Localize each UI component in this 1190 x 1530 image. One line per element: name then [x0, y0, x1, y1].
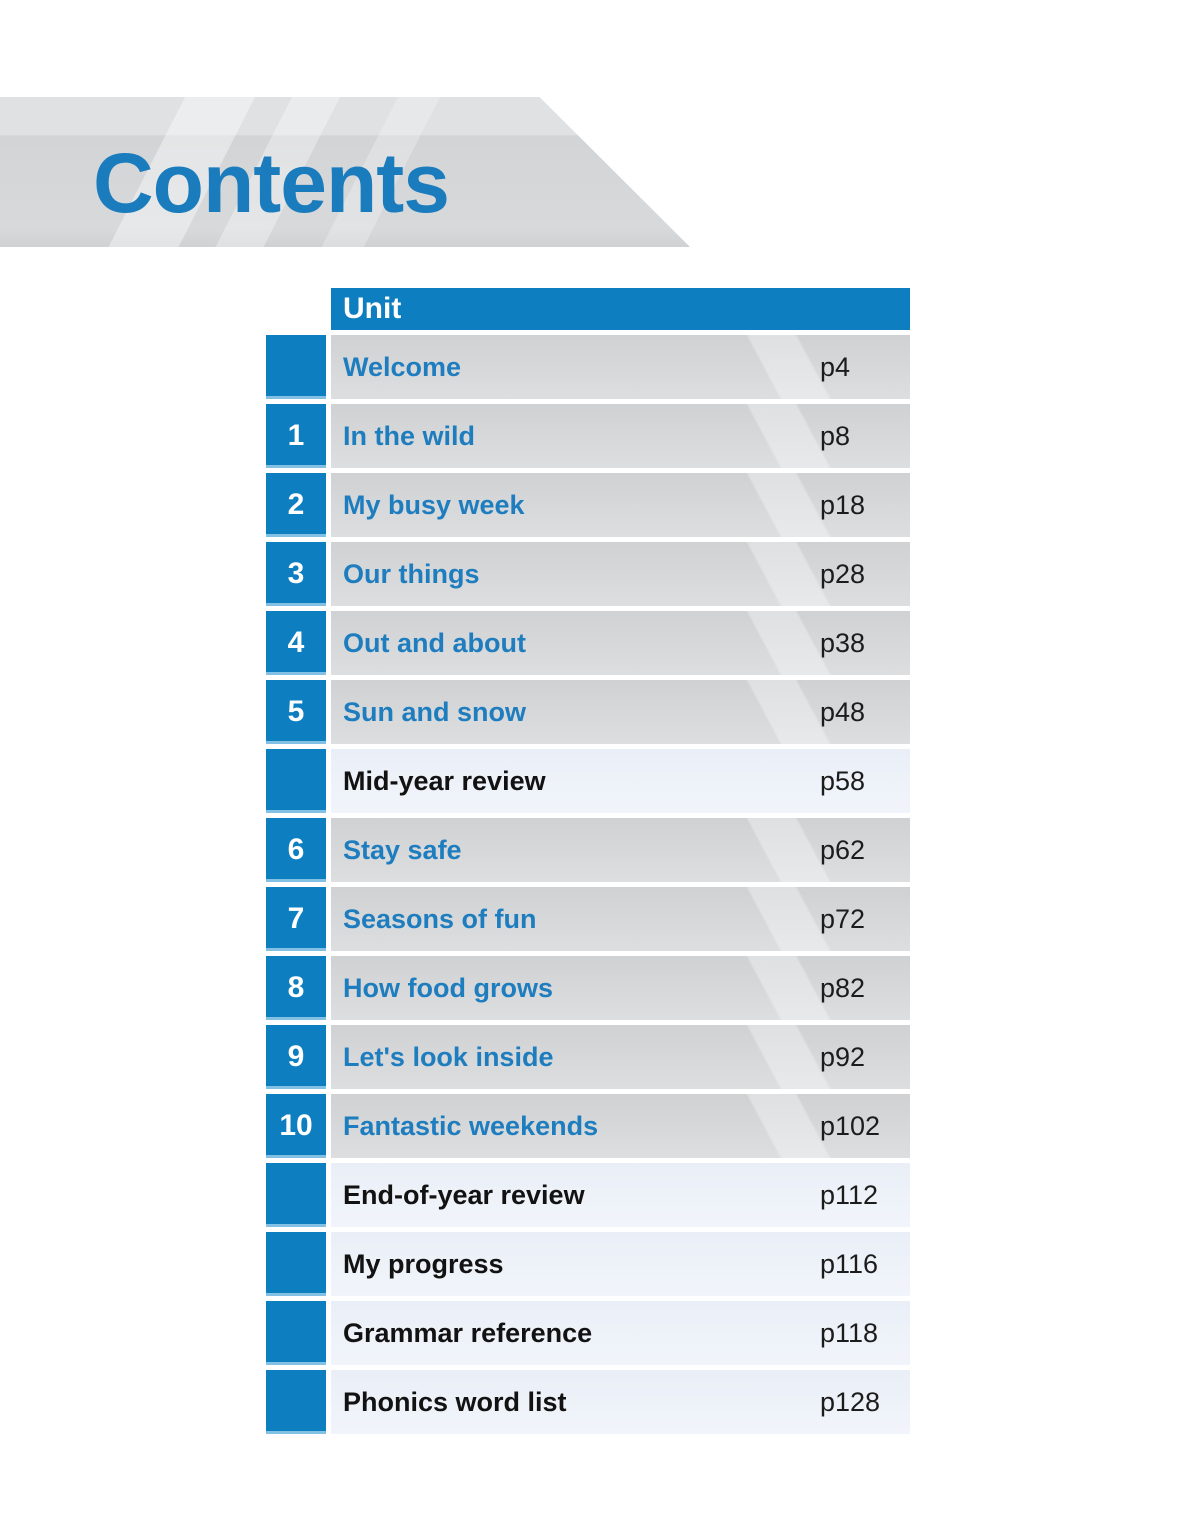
- unit-title: Our things: [343, 558, 480, 589]
- unit-title: Welcome: [343, 351, 462, 382]
- row-content: Out and about p38: [331, 611, 910, 675]
- toc-row-unit-2: 2 My busy week p18: [266, 473, 910, 537]
- toc-row-unit-4: 4 Out and about p38: [266, 611, 910, 675]
- unit-number-cell: [266, 749, 326, 813]
- page-number: p62: [820, 834, 866, 865]
- row-content: My progress p116: [331, 1232, 910, 1296]
- row-content: Grammar reference p118: [331, 1301, 910, 1365]
- unit-title: Grammar reference: [343, 1317, 593, 1348]
- unit-number-cell: [266, 1301, 326, 1365]
- unit-number-cell: 7: [266, 887, 326, 951]
- unit-number-cell: 1: [266, 404, 326, 468]
- unit-number: 1: [287, 419, 305, 452]
- unit-title: Phonics word list: [343, 1386, 567, 1417]
- page-number: p28: [820, 558, 866, 589]
- row-content: Our things p28: [331, 542, 910, 606]
- unit-title: Sun and snow: [343, 696, 527, 727]
- unit-number-cell: 10: [266, 1094, 326, 1158]
- unit-number-cell: [266, 335, 326, 399]
- unit-number: 7: [287, 902, 305, 935]
- page-number: p92: [820, 1041, 866, 1072]
- page-number: p8: [820, 420, 851, 451]
- unit-number: 6: [287, 833, 305, 866]
- unit-number: 10: [279, 1109, 313, 1142]
- row-content: Mid-year review p58: [331, 749, 910, 813]
- unit-number-cell: [266, 1163, 326, 1227]
- unit-title: Seasons of fun: [343, 903, 537, 934]
- unit-number-cell: [266, 1232, 326, 1296]
- row-content: My busy week p18: [331, 473, 910, 537]
- unit-title: How food grows: [343, 972, 553, 1003]
- unit-title: My progress: [343, 1248, 504, 1279]
- unit-title: In the wild: [343, 420, 475, 451]
- unit-number-cell: 6: [266, 818, 326, 882]
- row-content: How food grows p82: [331, 956, 910, 1020]
- toc-row-my-progress: My progress p116: [266, 1232, 910, 1296]
- page-number: p18: [820, 489, 866, 520]
- unit-number: 8: [287, 971, 305, 1004]
- unit-header-label: Unit: [343, 292, 402, 325]
- unit-number-cell: [266, 1370, 326, 1434]
- unit-number: 5: [287, 695, 305, 728]
- unit-title: My busy week: [343, 489, 525, 520]
- unit-title: Mid-year review: [343, 765, 546, 796]
- unit-number-cell: 4: [266, 611, 326, 675]
- unit-title: Fantastic weekends: [343, 1110, 599, 1141]
- page-number: p38: [820, 627, 866, 658]
- row-content: Let's look inside p92: [331, 1025, 910, 1089]
- unit-number: 3: [287, 557, 305, 590]
- toc-row-grammar-reference: Grammar reference p118: [266, 1301, 910, 1365]
- page-number: p58: [820, 765, 866, 796]
- toc-row-unit-9: 9 Let's look inside p92: [266, 1025, 910, 1089]
- toc-row-phonics-word-list: Phonics word list p128: [266, 1370, 910, 1434]
- row-content: Fantastic weekends p102: [331, 1094, 910, 1158]
- page-number: p118: [820, 1317, 879, 1348]
- contents-table: Unit Welcome p4 1 In the wild p8 2 My bu…: [266, 288, 910, 1439]
- toc-row-unit-8: 8 How food grows p82: [266, 956, 910, 1020]
- unit-number-cell: 3: [266, 542, 326, 606]
- toc-row-unit-6: 6 Stay safe p62: [266, 818, 910, 882]
- toc-row-unit-1: 1 In the wild p8: [266, 404, 910, 468]
- toc-row-unit-3: 3 Our things p28: [266, 542, 910, 606]
- row-content: Phonics word list p128: [331, 1370, 910, 1434]
- page-number: p102: [820, 1110, 881, 1141]
- page-number: p82: [820, 972, 866, 1003]
- toc-row-unit-10: 10 Fantastic weekends p102: [266, 1094, 910, 1158]
- page-number: p48: [820, 696, 866, 727]
- row-content: Welcome p4: [331, 335, 910, 399]
- row-content: Sun and snow p48: [331, 680, 910, 744]
- unit-number-cell: 2: [266, 473, 326, 537]
- unit-number-cell: 5: [266, 680, 326, 744]
- unit-title: Let's look inside: [343, 1041, 554, 1072]
- row-content: End-of-year review p112: [331, 1163, 910, 1227]
- page-number: p128: [820, 1386, 881, 1417]
- toc-row-end-of-year-review: End-of-year review p112: [266, 1163, 910, 1227]
- toc-row-mid-year-review: Mid-year review p58: [266, 749, 910, 813]
- unit-number: 2: [287, 488, 305, 521]
- unit-title: Stay safe: [343, 834, 462, 865]
- row-content: Stay safe p62: [331, 818, 910, 882]
- toc-row-unit-7: 7 Seasons of fun p72: [266, 887, 910, 951]
- row-content: Seasons of fun p72: [331, 887, 910, 951]
- row-content: In the wild p8: [331, 404, 910, 468]
- unit-number: 9: [287, 1040, 305, 1073]
- unit-title: End-of-year review: [343, 1179, 585, 1210]
- page-title: Contents: [93, 136, 450, 230]
- toc-row-welcome: Welcome p4: [266, 335, 910, 399]
- page-number: p116: [820, 1248, 879, 1279]
- unit-number: 4: [287, 626, 305, 659]
- page-number: p4: [820, 351, 851, 382]
- unit-number-cell: 8: [266, 956, 326, 1020]
- page-number: p112: [820, 1179, 879, 1210]
- unit-title: Out and about: [343, 627, 526, 658]
- page-number: p72: [820, 903, 866, 934]
- unit-number-cell: 9: [266, 1025, 326, 1089]
- unit-column-header: Unit: [331, 288, 910, 330]
- toc-row-unit-5: 5 Sun and snow p48: [266, 680, 910, 744]
